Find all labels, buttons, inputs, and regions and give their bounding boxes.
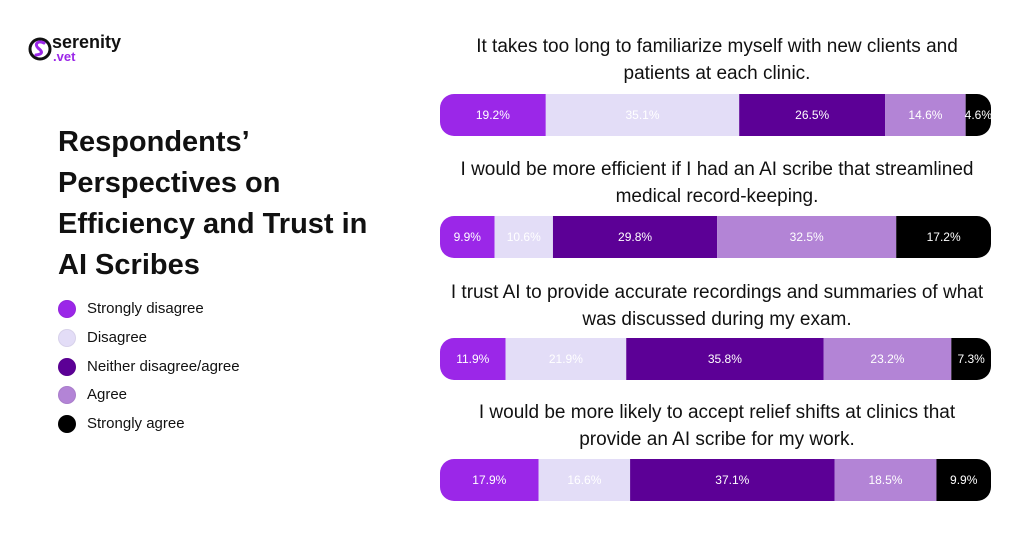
question-label: I would be more likely to accept relief … [478, 402, 956, 450]
bar-segment [951, 338, 991, 380]
legend-label: Strongly disagree [87, 300, 204, 317]
value-label: 35.8% [708, 352, 742, 366]
legend-swatch [58, 415, 76, 434]
bar-segment [626, 338, 824, 380]
question-label: I would be more efficient if I had an AI… [460, 159, 974, 207]
legend-label: Neither disagree/agree [87, 357, 240, 375]
value-label: 9.9% [950, 473, 978, 487]
logo-suffix: .vet [53, 49, 76, 64]
bar-segment [885, 94, 966, 136]
legend-swatch [58, 357, 76, 376]
chart-title: Respondents’ Perspectives on Efficiency … [58, 126, 368, 281]
question-label: It takes too long to familiarize myself … [476, 36, 958, 84]
value-label: 32.5% [790, 230, 824, 244]
bar-segment [440, 216, 495, 258]
legend-swatch [58, 328, 76, 347]
value-label: 21.9% [549, 352, 583, 366]
bar-segment [834, 459, 937, 501]
value-label: 4.6% [965, 108, 993, 122]
bar-row [440, 216, 991, 258]
bar-segment [505, 338, 627, 380]
value-label: 37.1% [715, 473, 749, 487]
logo-name: serenity [52, 32, 122, 52]
bar-segment [494, 216, 553, 258]
bar-segment [440, 94, 546, 136]
bar-segment [896, 216, 991, 258]
value-label: 10.6% [507, 230, 541, 244]
legend-swatch [58, 386, 76, 405]
bar-segment [440, 338, 506, 380]
logo-icon [28, 37, 52, 61]
bar-segment [717, 216, 897, 258]
bar-segment [538, 459, 631, 501]
bar-segment [440, 459, 539, 501]
bar-segment [545, 94, 740, 136]
bar-segment [965, 94, 991, 136]
value-label: 23.2% [870, 352, 904, 366]
value-label: 7.3% [957, 352, 985, 366]
value-label: 35.1% [625, 108, 659, 122]
legend-label: Strongly agree [87, 415, 185, 433]
value-label: 17.9% [472, 473, 506, 487]
legend-swatch [58, 300, 76, 318]
question-label: I trust AI to provide accurate recording… [450, 282, 984, 330]
bar-row [440, 459, 991, 501]
value-label: 19.2% [476, 108, 510, 122]
bar-segment [823, 338, 952, 380]
value-label: 26.5% [795, 108, 829, 122]
bar-segment [936, 459, 991, 501]
value-label: 11.9% [456, 352, 489, 366]
bar-row [440, 338, 991, 380]
value-label: 18.5% [868, 473, 902, 487]
value-label: 17.2% [927, 230, 961, 244]
value-label: 29.8% [618, 230, 652, 244]
bar-row [440, 94, 991, 136]
bar-segment [739, 94, 886, 136]
value-label: 9.9% [454, 230, 482, 244]
legend-label: Agree [87, 386, 128, 404]
legend-label: Disagree [87, 328, 148, 346]
value-label: 16.6% [567, 473, 601, 487]
value-label: 14.6% [908, 108, 942, 122]
bar-segment [552, 216, 718, 258]
bar-segment [630, 459, 835, 501]
